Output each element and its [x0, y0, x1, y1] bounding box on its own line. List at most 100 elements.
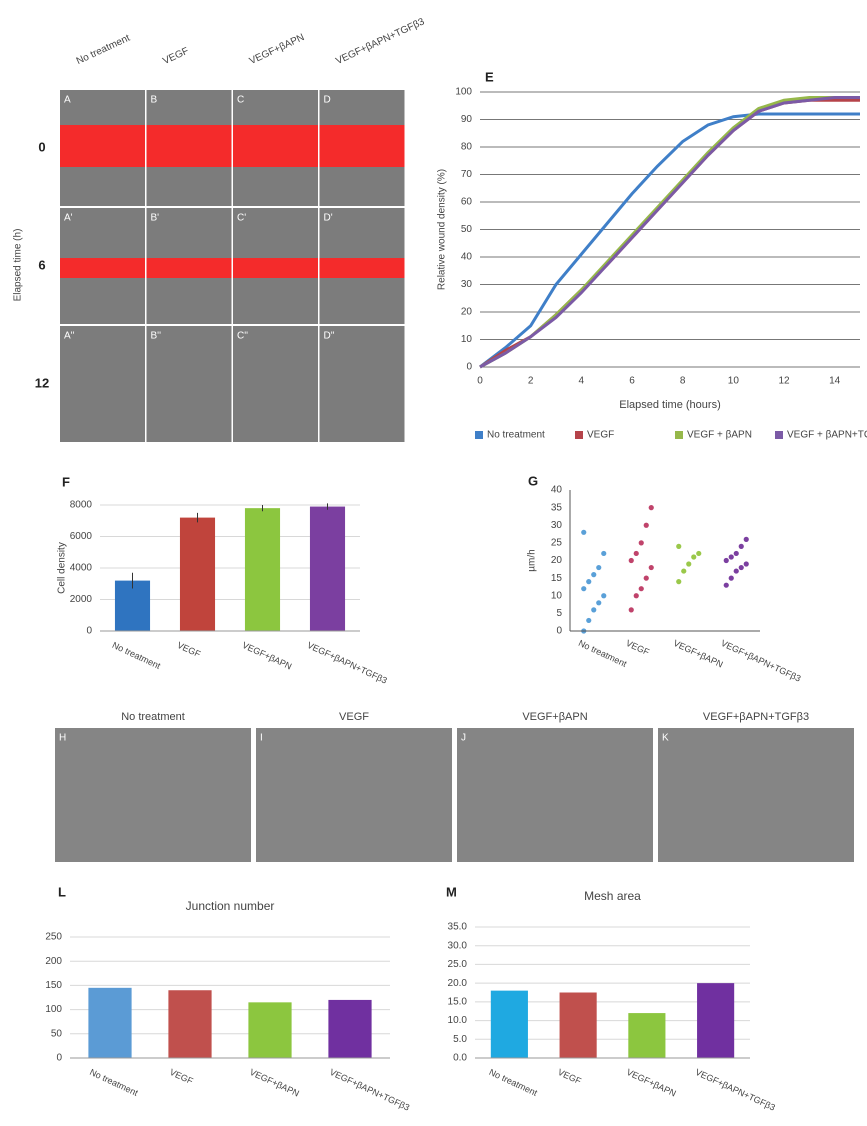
bar: [328, 999, 372, 1058]
panel-letter: C': [237, 213, 246, 224]
y-tick-label: 250: [45, 932, 62, 943]
y-tick-label: 35: [551, 502, 563, 513]
y-tick-label: 30: [461, 279, 473, 290]
row-label: 12: [35, 375, 49, 390]
y-tick-label: 0: [556, 626, 562, 637]
x-tick-label: VEGF: [168, 1067, 195, 1087]
dot: [586, 617, 592, 624]
dot: [628, 607, 634, 613]
panel-title: VEGF+βAPN+TGFβ3: [703, 711, 809, 723]
panel-letter: D'': [324, 331, 335, 342]
row-label: 0: [38, 139, 45, 154]
dot: [728, 575, 734, 581]
x-tick-label: 2: [528, 376, 534, 387]
wound-area: [233, 258, 318, 278]
x-tick-label: VEGF: [624, 638, 651, 658]
wound-area: [60, 125, 145, 167]
image-panel: [457, 728, 653, 862]
column-header: No treatment: [75, 33, 132, 67]
y-tick-label: 20.0: [448, 978, 468, 989]
bar: [114, 580, 151, 631]
dot: [638, 586, 644, 592]
y-tick-label: 100: [455, 87, 472, 98]
bar: [490, 990, 528, 1058]
panel-letter: J: [461, 733, 466, 744]
bar: [168, 990, 212, 1058]
x-tick-label: 12: [778, 376, 790, 387]
dot: [723, 557, 729, 564]
dot: [591, 607, 597, 613]
bar: [179, 517, 216, 631]
image-panel: [55, 728, 251, 862]
y-tick-label: 50: [461, 224, 473, 235]
panel-letter: B': [151, 213, 160, 224]
column-header: VEGF+βAPN: [248, 32, 306, 67]
y-tick-label: 50: [51, 1028, 63, 1039]
y-tick-label: 80: [461, 142, 473, 153]
y-tick-label: 0: [86, 626, 92, 637]
y-tick-label: 15.0: [448, 996, 468, 1007]
legend-swatch: [675, 431, 683, 439]
y-tick-label: 8000: [70, 500, 93, 511]
x-tick-label: VEGF+βAPN: [672, 638, 725, 670]
x-tick-label: No treatment: [111, 640, 163, 671]
x-axis-label: Elapsed time (hours): [619, 399, 721, 411]
dot: [643, 575, 649, 581]
x-tick-label: 14: [829, 376, 841, 387]
bar: [559, 992, 597, 1058]
dot: [591, 572, 597, 578]
x-tick-label: 6: [629, 376, 635, 387]
legend-swatch: [575, 431, 583, 439]
panel-title: No treatment: [121, 711, 185, 723]
y-tick-label: 25.0: [448, 959, 468, 970]
y-tick-label: 90: [461, 114, 473, 125]
dot: [633, 550, 639, 557]
legend-swatch: [775, 431, 783, 439]
legend-label: VEGF + βAPN+TGFβ3: [787, 430, 867, 441]
line: [479, 98, 860, 369]
wound-area: [60, 258, 145, 278]
y-tick-label: 30: [551, 520, 563, 531]
dot: [691, 554, 697, 560]
column-header: VEGF: [161, 46, 190, 67]
dot: [728, 554, 734, 560]
bar: [697, 983, 735, 1058]
image-panel: [146, 326, 232, 442]
image-panel: [233, 326, 318, 442]
image-panel: [658, 728, 854, 862]
panel-title: VEGF+βAPN: [522, 711, 587, 723]
dot: [696, 550, 702, 557]
legend-label: No treatment: [487, 430, 545, 441]
panel-letter: B: [151, 95, 158, 106]
x-tick-label: No treatment: [577, 638, 629, 669]
x-tick-label: VEGF+βAPN+TGFβ3: [694, 1067, 777, 1113]
dot: [686, 561, 692, 567]
y-axis-label: Relative wound density (%): [437, 169, 448, 290]
dot: [633, 593, 639, 599]
y-tick-label: 30.0: [448, 940, 468, 951]
bar: [309, 506, 346, 631]
bar: [248, 1002, 292, 1058]
legend-label: VEGF + βAPN: [687, 430, 752, 441]
y-axis-label: Cell density: [57, 542, 68, 594]
panel-letter: D': [324, 213, 333, 224]
dot: [648, 564, 654, 571]
y-tick-label: 10.0: [448, 1015, 468, 1026]
y-tick-label: 15: [551, 573, 563, 584]
dot: [676, 579, 682, 585]
line: [479, 96, 860, 369]
line: [479, 112, 860, 369]
y-tick-label: 10: [461, 334, 473, 345]
y-tick-label: 25: [551, 538, 563, 549]
y-tick-label: 150: [45, 980, 62, 991]
legend-label: VEGF: [587, 430, 614, 441]
y-tick-label: 35.0: [448, 922, 468, 933]
line: [479, 96, 860, 369]
panel-letter: M: [446, 884, 457, 899]
dot: [581, 529, 587, 535]
y-tick-label: 40: [461, 252, 473, 263]
y-tick-label: 70: [461, 169, 473, 180]
legend-swatch: [475, 431, 483, 439]
axis-label: Elapsed time (h): [13, 229, 24, 302]
